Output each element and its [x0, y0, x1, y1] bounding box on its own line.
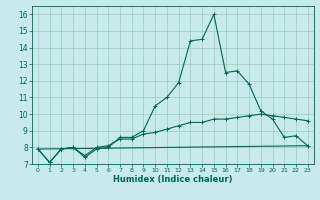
X-axis label: Humidex (Indice chaleur): Humidex (Indice chaleur) — [113, 175, 233, 184]
